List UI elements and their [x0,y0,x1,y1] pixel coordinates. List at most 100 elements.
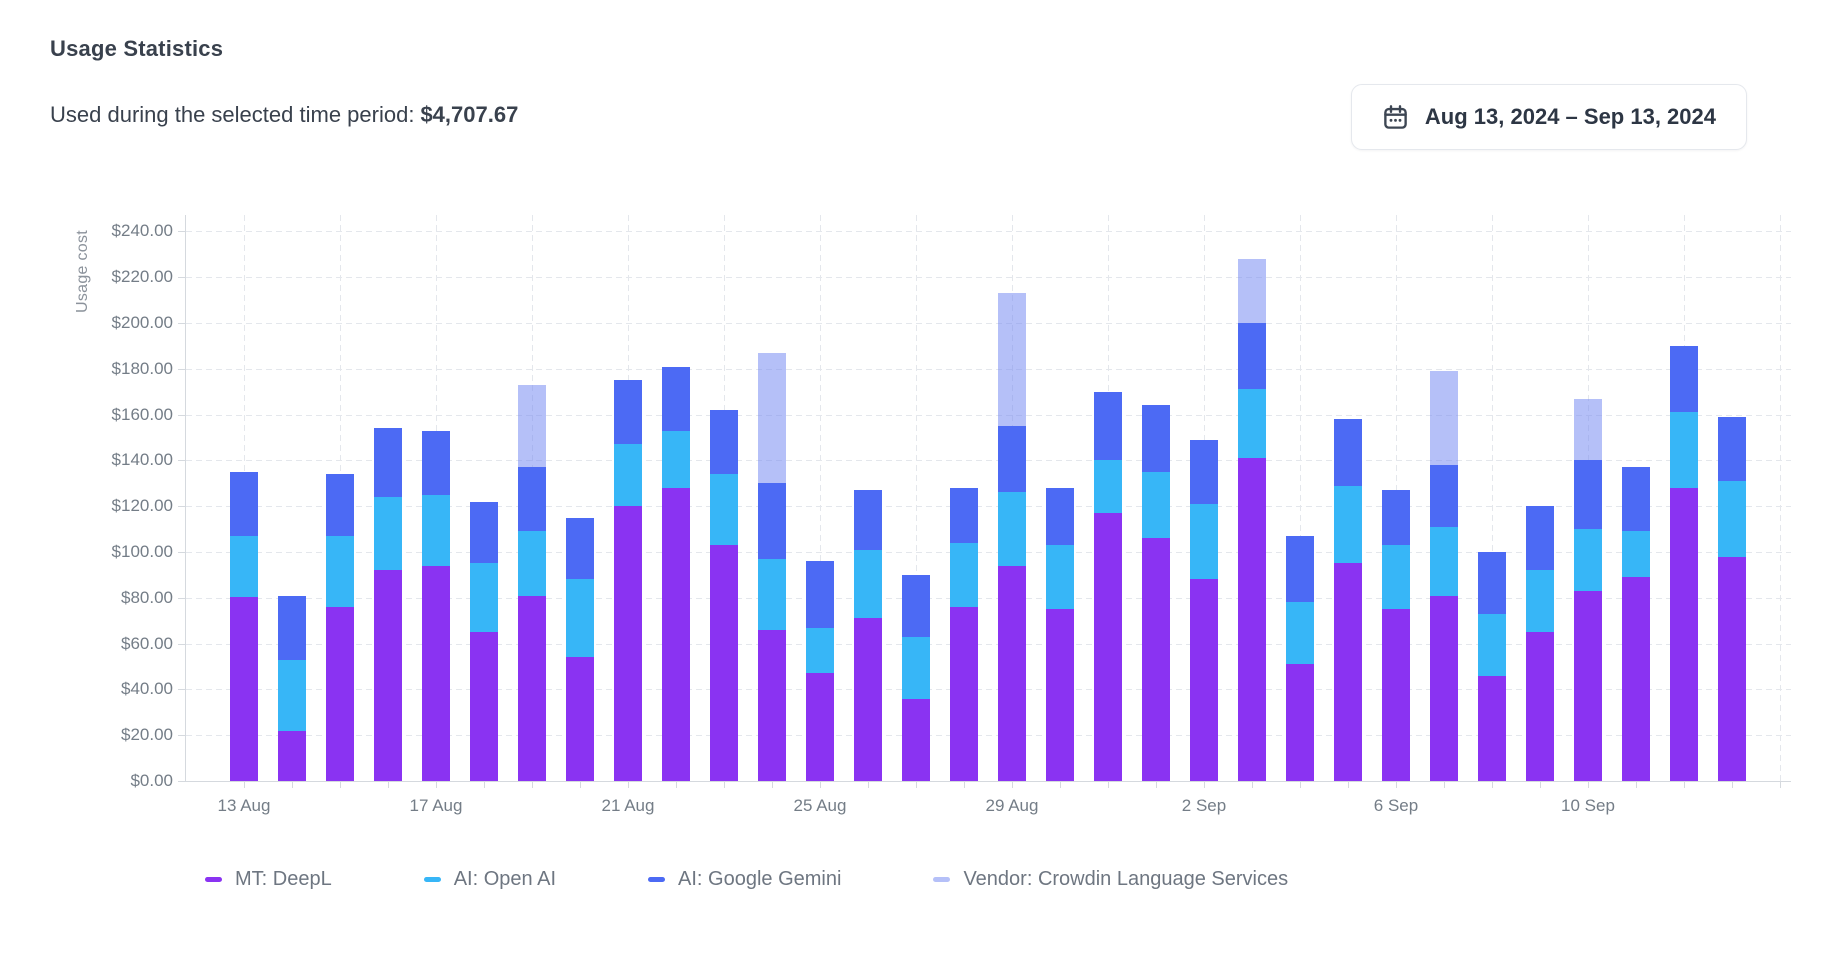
bar-segment[interactable] [374,428,402,498]
bar-segment[interactable] [998,426,1026,493]
bar-segment[interactable] [1430,595,1458,781]
bar-segment[interactable] [710,474,738,546]
bar-segment[interactable] [1574,590,1602,781]
bar-segment[interactable] [422,494,450,566]
bar-segment[interactable] [1718,416,1746,482]
bar-segment[interactable] [1574,529,1602,591]
bar-segment[interactable] [566,579,594,658]
bar-segment[interactable] [1334,485,1362,564]
bar-segment[interactable] [422,430,450,495]
bar-segment[interactable] [1142,538,1170,781]
bar-segment[interactable] [806,627,834,674]
bar-segment[interactable] [1286,664,1314,781]
bar-segment[interactable] [1670,345,1698,413]
bar-segment[interactable] [1526,506,1554,571]
date-range-picker[interactable]: Aug 13, 2024 – Sep 13, 2024 [1350,84,1747,150]
bar-segment[interactable] [998,293,1026,427]
bar-segment[interactable] [662,430,690,488]
bar-segment[interactable] [1622,577,1650,781]
bar-segment[interactable] [230,596,258,781]
bar-segment[interactable] [1526,570,1554,633]
bar-segment[interactable] [614,380,642,445]
bar-segment[interactable] [1718,556,1746,781]
bar-segment[interactable] [374,497,402,571]
bar-segment[interactable] [1382,545,1410,610]
bar-segment[interactable] [326,474,354,536]
legend-item[interactable]: Vendor: Crowdin Language Services [933,868,1288,891]
bar-segment[interactable] [1526,632,1554,781]
bar-segment[interactable] [662,366,690,431]
bar-segment[interactable] [950,487,978,543]
bar-segment[interactable] [1430,526,1458,596]
bar-segment[interactable] [1430,464,1458,527]
bar-segment[interactable] [758,558,786,630]
bar-segment[interactable] [854,618,882,781]
bar-segment[interactable] [1382,609,1410,781]
bar-segment[interactable] [1670,412,1698,488]
bar-segment[interactable] [614,506,642,781]
bar-segment[interactable] [1238,458,1266,781]
bar-segment[interactable] [1478,675,1506,781]
bar-segment[interactable] [1382,490,1410,546]
bar-segment[interactable] [710,545,738,781]
bar-segment[interactable] [1478,613,1506,676]
bar-segment[interactable] [806,673,834,781]
bar-segment[interactable] [1046,487,1074,546]
bar-segment[interactable] [998,565,1026,781]
bar-segment[interactable] [1286,535,1314,603]
bar-segment[interactable] [470,563,498,633]
bar-segment[interactable] [518,384,546,468]
bar-segment[interactable] [998,492,1026,566]
bar-segment[interactable] [1334,563,1362,781]
bar-segment[interactable] [518,467,546,532]
bar-segment[interactable] [470,501,498,564]
bar-segment[interactable] [902,574,930,637]
bar-segment[interactable] [1238,258,1266,323]
bar-segment[interactable] [1094,513,1122,781]
bar-segment[interactable] [854,490,882,550]
legend-item[interactable]: AI: Google Gemini [648,868,841,891]
bar-segment[interactable] [806,561,834,628]
legend-item[interactable]: MT: DeepL [205,868,332,891]
bar-segment[interactable] [758,352,786,484]
bar-segment[interactable] [1046,609,1074,781]
bar-segment[interactable] [326,606,354,781]
bar-segment[interactable] [710,410,738,475]
bar-segment[interactable] [1478,552,1506,614]
bar-segment[interactable] [1094,391,1122,461]
bar-segment[interactable] [470,632,498,781]
bar-segment[interactable] [278,595,306,660]
bar-segment[interactable] [758,483,786,559]
bar-segment[interactable] [662,487,690,781]
bar-segment[interactable] [1142,405,1170,472]
bar-segment[interactable] [950,606,978,781]
bar-segment[interactable] [278,730,306,781]
bar-segment[interactable] [758,629,786,781]
bar-segment[interactable] [1574,398,1602,461]
bar-segment[interactable] [854,549,882,619]
bar-segment[interactable] [1142,471,1170,539]
bar-segment[interactable] [1334,419,1362,486]
bar-segment[interactable] [950,542,978,607]
bar-segment[interactable] [1190,503,1218,580]
bar-segment[interactable] [518,595,546,781]
bar-segment[interactable] [374,570,402,781]
bar-segment[interactable] [518,531,546,596]
bar-segment[interactable] [1046,545,1074,610]
bar-segment[interactable] [1190,439,1218,504]
bar-segment[interactable] [1190,579,1218,781]
bar-segment[interactable] [1622,531,1650,578]
bar-segment[interactable] [1622,467,1650,532]
bar-segment[interactable] [422,565,450,781]
bar-segment[interactable] [326,535,354,607]
bar-segment[interactable] [1238,323,1266,390]
bar-segment[interactable] [902,636,930,699]
bar-segment[interactable] [614,444,642,507]
bar-segment[interactable] [566,517,594,580]
bar-segment[interactable] [1670,487,1698,781]
bar-segment[interactable] [1574,460,1602,530]
bar-segment[interactable] [1094,460,1122,514]
bar-segment[interactable] [1286,602,1314,665]
bar-segment[interactable] [1430,371,1458,465]
bar-segment[interactable] [566,657,594,781]
